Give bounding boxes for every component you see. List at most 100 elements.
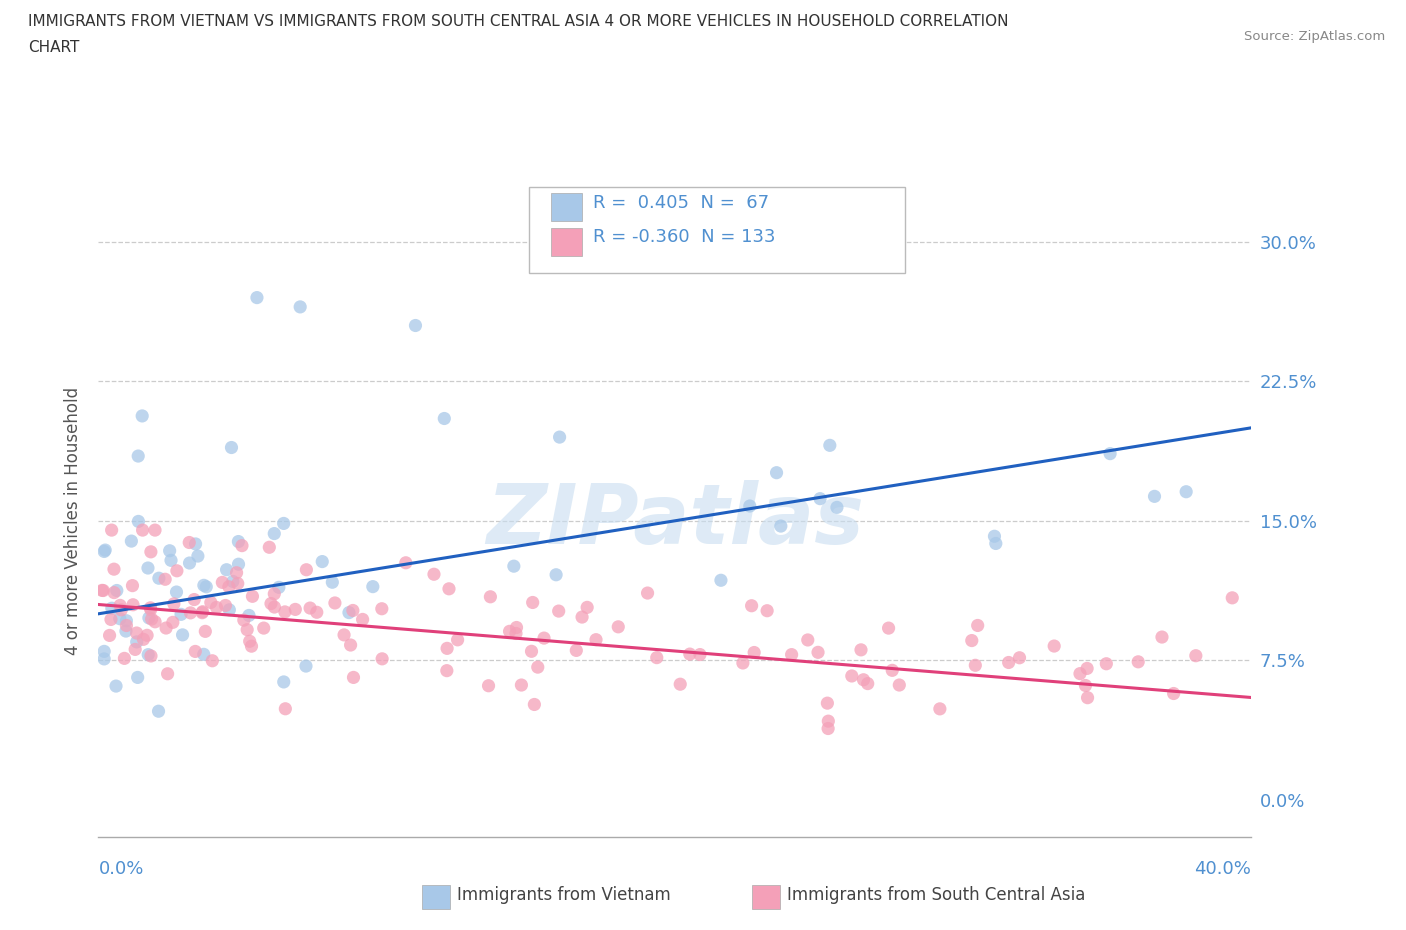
Point [139,648,162,663]
Point [205,600,228,615]
Point [141,612,163,627]
Point [769,519,792,534]
Point [93,652,115,667]
Point [105,679,128,694]
Point [817,713,839,728]
Point [172,628,194,643]
Point [520,644,543,658]
Point [153,572,176,587]
Point [311,554,333,569]
Point [179,555,201,570]
Point [571,610,593,625]
Point [274,701,297,716]
Point [807,644,830,659]
Point [585,632,607,647]
Point [928,701,950,716]
Point [231,538,253,553]
Point [121,578,143,593]
Point [125,626,148,641]
Point [1175,485,1198,499]
Point [547,604,569,618]
Point [115,624,138,639]
Point [565,643,588,658]
Point [100,612,122,627]
Point [166,585,188,600]
Point [502,559,524,574]
Point [436,641,458,656]
Point [446,632,468,647]
Point [221,440,243,455]
Point [966,618,988,633]
Point [856,676,879,691]
Point [710,573,733,588]
Point [395,555,418,570]
Point [143,615,166,630]
Point [143,523,166,538]
Point [405,318,427,333]
Point [1128,655,1150,670]
Point [179,535,201,550]
Point [148,704,170,719]
Point [194,624,217,639]
Text: CHART: CHART [28,40,80,55]
Point [1185,648,1208,663]
Point [523,697,546,711]
Point [246,290,269,305]
Point [228,557,250,572]
Point [274,604,297,619]
Point [423,566,446,581]
Point [731,656,754,671]
Point [155,620,177,635]
Point [433,411,456,426]
Text: Source: ZipAtlas.com: Source: ZipAtlas.com [1244,30,1385,43]
Point [184,644,207,658]
Point [533,631,555,645]
Point [607,619,630,634]
Point [669,677,692,692]
Point [183,592,205,607]
Point [156,666,179,681]
Point [825,500,848,515]
Point [505,626,527,641]
Point [127,670,149,684]
Point [818,438,841,453]
Text: 0.0%: 0.0% [98,860,143,878]
Point [124,642,146,657]
Point [295,563,318,578]
Point [1163,686,1185,701]
Point [637,586,659,601]
Point [984,536,1007,551]
Point [101,601,124,616]
Point [273,516,295,531]
Point [1099,446,1122,461]
Point [239,634,262,649]
Point [226,576,249,591]
Point [505,620,527,635]
Point [187,549,209,564]
Point [108,611,131,626]
Point [960,633,983,648]
Point [371,651,394,666]
Point [342,670,364,684]
Point [225,565,247,580]
Point [136,561,159,576]
Point [253,620,276,635]
Text: Immigrants from South Central Asia: Immigrants from South Central Asia [787,885,1085,904]
Point [742,645,765,660]
Point [148,571,170,586]
Point [191,605,214,620]
Point [260,596,283,611]
Point [522,595,544,610]
Point [1074,678,1097,693]
Point [139,602,162,617]
Point [91,583,114,598]
Point [103,585,125,600]
Point [259,539,281,554]
Text: ZIPatlas: ZIPatlas [486,480,863,562]
Point [163,596,186,611]
Point [94,542,117,557]
Point [295,658,318,673]
Text: 40.0%: 40.0% [1195,860,1251,878]
Point [849,643,872,658]
Point [965,658,987,672]
